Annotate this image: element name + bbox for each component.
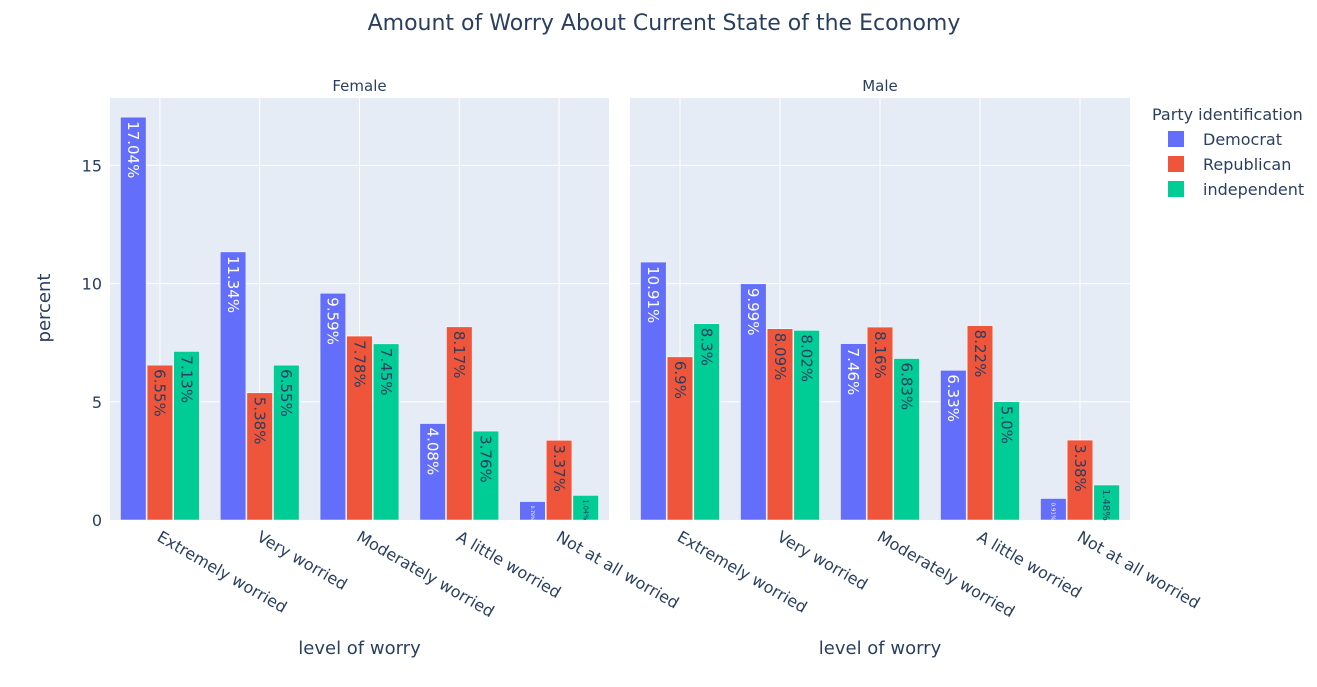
bar-republican xyxy=(866,326,894,521)
bar-republican xyxy=(346,335,373,521)
bar-independent xyxy=(273,364,300,521)
bar-democrat xyxy=(940,370,967,521)
legend-swatch-independent xyxy=(1168,181,1184,197)
bar-republican xyxy=(666,356,694,521)
bar-republican xyxy=(966,325,994,521)
bar-independent xyxy=(173,351,200,521)
bar-value-label: 3.37% xyxy=(550,444,568,492)
bar-value-label: 7.45% xyxy=(377,348,395,396)
y-tick-label: 0 xyxy=(92,511,102,530)
bar-value-label: 3.38% xyxy=(1071,444,1089,492)
bar-democrat xyxy=(220,251,247,521)
bar-value-label: 10.91% xyxy=(644,266,662,323)
bar-republican xyxy=(446,326,473,521)
bar-value-label: 7.46% xyxy=(844,348,862,396)
x-axis-label: level of worry xyxy=(819,638,942,659)
y-tick-label: 10 xyxy=(82,275,102,294)
bar-value-label: 5.38% xyxy=(250,397,268,445)
bar-independent xyxy=(373,343,400,521)
bar-republican xyxy=(766,328,794,521)
bar-value-label: 8.22% xyxy=(971,330,989,378)
bar-democrat xyxy=(840,343,867,521)
facet-title: Female xyxy=(332,77,386,95)
bar-republican xyxy=(146,364,173,521)
bar-value-label: 6.33% xyxy=(944,374,962,422)
legend-label-republican[interactable]: Republican xyxy=(1203,155,1291,174)
bar-value-label: 8.17% xyxy=(450,331,468,379)
bar-independent xyxy=(893,358,920,521)
bar-republican xyxy=(546,440,573,521)
bar-republican xyxy=(246,392,273,521)
bar-independent xyxy=(793,330,820,521)
bar-democrat xyxy=(740,283,767,521)
bar-value-label: 8.02% xyxy=(797,334,815,382)
x-tick-label: Not at all worried xyxy=(553,527,682,613)
y-tick-label: 15 xyxy=(82,156,102,175)
bar-value-label: 1.48% xyxy=(1100,489,1111,521)
facet-title: Male xyxy=(862,77,898,95)
legend-swatch-democrat xyxy=(1168,131,1184,147)
bar-value-label: 6.55% xyxy=(151,369,169,417)
bar-value-label: 9.59% xyxy=(324,297,342,345)
bar-value-label: 5.0% xyxy=(997,406,1015,444)
bar-democrat xyxy=(120,116,147,521)
bar-independent xyxy=(1093,484,1120,521)
legend-label-democrat[interactable]: Democrat xyxy=(1203,130,1282,149)
bar-value-label: 3.76% xyxy=(477,435,495,483)
bar-independent xyxy=(993,401,1020,521)
facet-panel-female: Female 17.04% 11.34% 9.59% 4.08% 0.78% 6.55% 5.… xyxy=(82,77,683,659)
facet-panel-male: Male 10.91% 9.99% 7.46% 6.33% 0.91% 6.9% 8.09% 8… xyxy=(630,77,1203,659)
legend-label-independent[interactable]: independent xyxy=(1203,180,1304,199)
legend-title: Party identification xyxy=(1152,105,1303,124)
bar-value-label: 8.16% xyxy=(871,331,889,379)
bar-democrat xyxy=(1040,498,1067,521)
bar-value-label: 0.78% xyxy=(529,506,535,521)
bar-independent xyxy=(572,495,599,521)
bar-value-label: 1.04% xyxy=(581,499,589,520)
bar-democrat xyxy=(640,261,667,521)
bar-value-label: 6.9% xyxy=(671,361,689,399)
bar-value-label: 4.08% xyxy=(423,428,441,476)
bar-independent xyxy=(472,430,499,521)
x-tick-label: Very worried xyxy=(254,527,351,594)
x-tick-label: Very worried xyxy=(774,527,871,594)
bar-value-label: 7.78% xyxy=(350,340,368,388)
bar-value-label: 17.04% xyxy=(124,121,142,178)
x-tick-label: Not at all worried xyxy=(1074,527,1203,613)
legend: Party identification Democrat Republican i… xyxy=(1152,105,1304,199)
bar-democrat xyxy=(519,501,546,521)
bar-value-label: 8.3% xyxy=(697,328,715,366)
x-axis-label: level of worry xyxy=(298,638,421,659)
bar-republican xyxy=(1066,439,1094,521)
bar-value-label: 0.91% xyxy=(1049,502,1055,520)
bar-value-label: 9.99% xyxy=(744,288,762,336)
bar-value-label: 6.55% xyxy=(277,369,295,417)
bar-value-label: 7.13% xyxy=(177,355,195,403)
bar-value-label: 11.34% xyxy=(224,256,242,313)
bar-independent xyxy=(693,323,720,521)
y-tick-label: 5 xyxy=(92,393,102,412)
chart-title: Amount of Worry About Current State of t… xyxy=(368,11,961,36)
bar-democrat xyxy=(319,293,346,521)
bar-value-label: 8.09% xyxy=(771,333,789,381)
bar-value-label: 6.83% xyxy=(897,363,915,411)
legend-swatch-republican xyxy=(1168,156,1184,172)
y-axis-label: percent xyxy=(34,274,55,343)
bar-democrat xyxy=(419,423,446,521)
